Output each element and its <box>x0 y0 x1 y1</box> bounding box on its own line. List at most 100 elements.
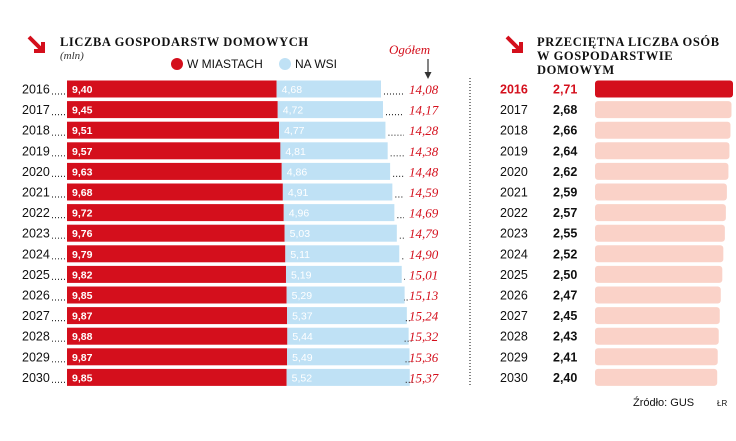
bar-rural <box>287 327 409 345</box>
bar-rural <box>284 224 397 242</box>
bar-cities <box>67 286 287 304</box>
value-label-rural: 5,44 <box>292 331 313 343</box>
total-label: 15,36 <box>409 350 439 365</box>
year-label: 2025 <box>500 268 528 282</box>
left-chart-unit: (mln) <box>60 50 84 62</box>
bar-cities <box>67 265 286 283</box>
value-label-rural: 4,68 <box>282 84 303 96</box>
total-label: 14,17 <box>409 103 439 118</box>
total-label: 15,37 <box>409 370 439 385</box>
value-label-rural: 5,49 <box>292 352 313 364</box>
bar-rural <box>286 368 410 386</box>
year-label: 2028 <box>500 330 528 344</box>
value-label-cities: 9,68 <box>72 187 93 199</box>
bar-cities <box>67 348 288 366</box>
year-label: 2022 <box>22 206 50 220</box>
year-label: 2021 <box>22 186 50 200</box>
year-label: 2021 <box>500 186 528 200</box>
value-label-cities: 9,85 <box>72 372 93 384</box>
households-chart: 2016 9,40 4,68 14,08 2017 9,45 4,72 14,17 2018 9,… <box>22 59 471 386</box>
author-credit: ŁR <box>717 399 728 408</box>
year-label: 2029 <box>500 350 528 364</box>
value-label-cities: 9,87 <box>72 311 93 323</box>
value-label-cities: 9,40 <box>72 84 93 96</box>
left-chart-title: Liczba gospodarstw domowych <box>60 35 309 49</box>
value-label: 2,47 <box>553 289 577 303</box>
value-label: 2,64 <box>553 144 577 158</box>
value-label-rural: 4,91 <box>288 187 309 199</box>
bar-cities <box>67 224 285 242</box>
persons-per-household-chart: 2016 2,71 2017 2,68 2018 2,66 2019 2,64 2020 2,62… <box>500 80 733 386</box>
bar-cities <box>67 245 286 263</box>
bar-rural <box>287 348 410 366</box>
legend-item-rural: NA WSI <box>279 57 337 71</box>
bar-cities <box>67 80 277 98</box>
value-label: 2,59 <box>553 186 577 200</box>
bar-cities <box>67 327 288 345</box>
value-label-rural: 5,19 <box>291 269 312 281</box>
year-label: 2023 <box>500 227 528 241</box>
value-label: 2,40 <box>553 371 577 385</box>
value-label-cities: 9,72 <box>72 208 93 220</box>
value-label-rural: 5,29 <box>292 290 313 302</box>
year-label: 2019 <box>22 144 50 158</box>
value-label-cities: 9,45 <box>72 105 93 117</box>
total-label: 14,38 <box>409 144 439 159</box>
bar-persons <box>595 121 731 139</box>
bar-persons <box>595 307 720 325</box>
bar-cities <box>67 142 281 160</box>
year-label: 2030 <box>500 371 528 385</box>
year-label: 2023 <box>22 227 50 241</box>
value-label-cities: 9,76 <box>72 228 93 240</box>
arrow-down-right-icon <box>27 35 45 53</box>
total-label: 15,01 <box>409 267 438 282</box>
year-label: 2024 <box>500 247 528 261</box>
value-label-rural: 5,11 <box>290 249 310 261</box>
bar-persons <box>595 183 727 201</box>
value-label: 2,62 <box>553 165 577 179</box>
bar-rural <box>280 142 388 160</box>
bar-rural <box>283 204 395 222</box>
value-label: 2,45 <box>553 309 577 323</box>
value-label-rural: 4,96 <box>289 208 310 220</box>
total-label: 14,28 <box>409 123 439 138</box>
value-label-cities: 9,87 <box>72 352 93 364</box>
value-label-rural: 5,03 <box>290 228 311 240</box>
value-label-rural: 4,77 <box>284 125 305 137</box>
total-label: 14,69 <box>409 206 439 221</box>
legend-label-cities: W MIASTACH <box>187 57 263 71</box>
value-label-cities: 9,57 <box>72 146 93 158</box>
bar-rural <box>286 286 405 304</box>
year-label: 2018 <box>22 124 50 138</box>
bar-persons <box>595 327 719 345</box>
bar-persons <box>595 80 733 98</box>
year-label: 2022 <box>500 206 528 220</box>
year-label: 2024 <box>22 247 50 261</box>
year-label: 2020 <box>22 165 50 179</box>
year-label: 2016 <box>500 83 528 97</box>
bar-rural <box>277 101 383 119</box>
value-label: 2,50 <box>553 268 577 282</box>
value-label-rural: 5,52 <box>292 372 313 384</box>
bar-cities <box>67 162 282 180</box>
value-label-rural: 4,86 <box>287 166 308 178</box>
total-label: 15,24 <box>409 309 439 324</box>
year-label: 2017 <box>22 103 50 117</box>
year-label: 2017 <box>500 103 528 117</box>
total-label: 15,32 <box>409 329 439 344</box>
legend-swatch-blue <box>279 58 291 70</box>
bar-rural <box>285 245 400 263</box>
bar-persons <box>595 368 718 386</box>
value-label: 2,71 <box>553 83 577 97</box>
right-chart-title-line1: Przeciętna liczba osób <box>537 35 720 49</box>
year-label: 2026 <box>500 289 528 303</box>
total-label: 14,90 <box>409 247 439 262</box>
year-label: 2028 <box>22 330 50 344</box>
bar-rural <box>285 265 402 283</box>
bar-persons <box>595 204 726 222</box>
year-label: 2020 <box>500 165 528 179</box>
total-label: 14,79 <box>409 226 439 241</box>
bar-cities <box>67 307 288 325</box>
bar-rural <box>279 121 386 139</box>
bar-cities <box>67 101 278 119</box>
